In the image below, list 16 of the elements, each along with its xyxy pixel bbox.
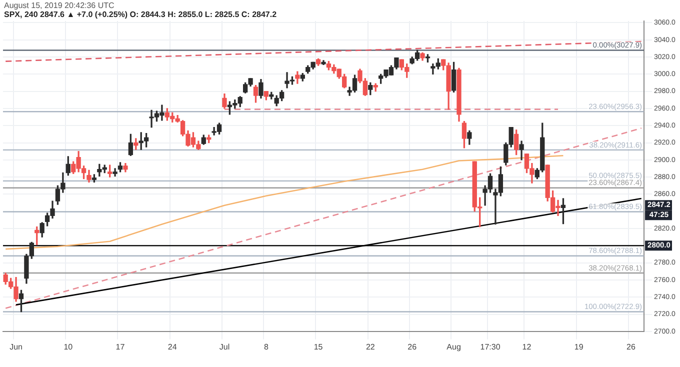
x-tick-label: Aug xyxy=(446,342,461,352)
x-tick-label: 26 xyxy=(408,342,418,352)
x-tick-label: 17 xyxy=(116,342,126,352)
x-tick-label: 12 xyxy=(522,342,532,352)
x-tick-label: 17:30 xyxy=(480,342,501,352)
x-tick-label: 8 xyxy=(264,342,269,352)
chart-subtitle: SPX, 240 2847.6 ▲ +7.0 (+0.25%) O: 2844.3 H: 2855.0 L: 2825.5 C: 2847.2 xyxy=(4,10,277,19)
x-tick-label: 26 xyxy=(626,342,636,352)
x-tick-label: 22 xyxy=(366,342,376,352)
x-tick-label: 15 xyxy=(314,342,324,352)
x-tick-label: 24 xyxy=(168,342,178,352)
chart-title: August 15, 2019 20:42:36 UTC xyxy=(4,1,114,10)
x-tick-label: 19 xyxy=(574,342,584,352)
x-tick-label: 10 xyxy=(64,342,74,352)
x-tick-label: Jul xyxy=(219,342,230,352)
x-tick-label: Jun xyxy=(10,342,22,352)
